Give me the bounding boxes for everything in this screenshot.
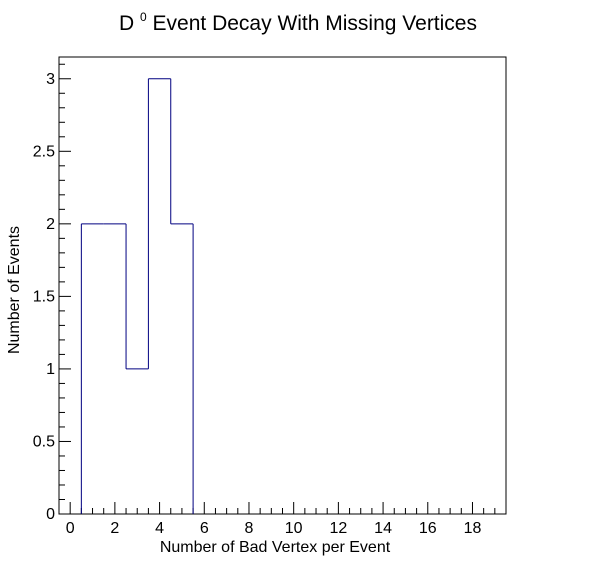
y-tick-label: 0.5 [33,433,55,450]
y-axis-label: Number of Events [6,226,23,354]
x-tick-label: 14 [374,520,392,537]
x-tick-label: 18 [464,520,482,537]
y-tick-label: 1 [46,361,55,378]
y-tick-labels: 0 0.5 1 1.5 2 2.5 3 [33,71,55,523]
y-tick-label: 0 [46,506,55,523]
x-tick-label: 16 [419,520,437,537]
x-tick-label: 6 [200,520,209,537]
y-tick-label: 2.5 [33,143,55,160]
y-tick-label: 1.5 [33,288,55,305]
x-tick-labels: 0 2 4 6 8 10 12 14 16 18 [66,520,482,537]
y-axis-ticks [59,63,71,515]
chart-title-prefix: D [119,12,134,35]
x-axis-ticks [69,502,496,514]
x-axis-label: Number of Bad Vertex per Event [160,539,391,556]
x-tick-label: 12 [329,520,347,537]
chart-title-suffix: Event Decay With Missing Vertices [153,12,477,35]
x-tick-label: 2 [110,520,119,537]
x-tick-label: 10 [285,520,303,537]
x-tick-label: 4 [155,520,164,537]
chart-title: D 0 Event Decay With Missing Vertices [119,3,477,35]
histogram-bins [80,78,194,514]
y-tick-label: 3 [46,71,55,88]
x-tick-label: 8 [245,520,254,537]
chart-title-superscript: 0 [140,10,147,24]
y-tick-label: 2 [46,216,55,233]
x-tick-label: 0 [66,520,75,537]
